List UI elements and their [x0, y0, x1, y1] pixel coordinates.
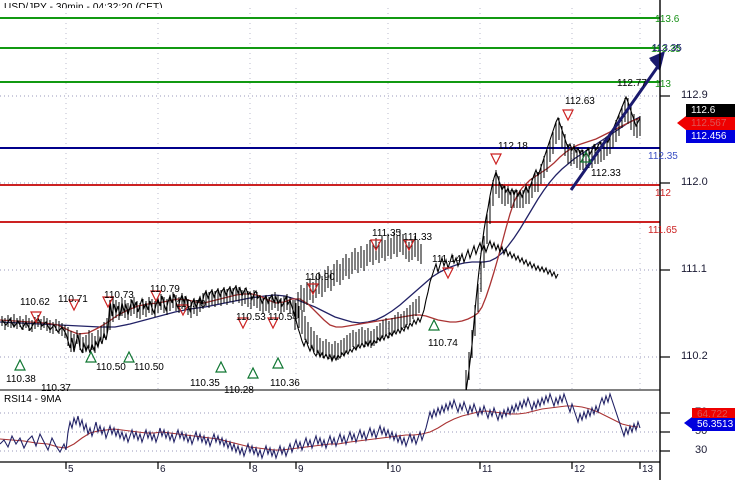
plot-background — [0, 8, 660, 462]
rsi-line — [0, 392, 641, 460]
pivot-label: 111.35 — [372, 228, 402, 239]
trough-marker — [580, 150, 592, 163]
x-tick-label: 5 — [68, 464, 74, 475]
pivot-label: 111.33 — [403, 232, 433, 243]
level-label-111-65: 111.65 — [648, 225, 678, 236]
pivot-label: 110.54 — [268, 312, 298, 323]
x-tick-label: 12 — [574, 464, 586, 475]
peak-marker — [102, 296, 114, 309]
rsi-current-box: 56.3513 — [692, 418, 735, 431]
trough-marker — [272, 356, 284, 369]
date-axis-ticks — [65, 462, 641, 469]
peak-marker — [150, 290, 162, 303]
ma-slow-line — [0, 116, 641, 328]
trough-marker — [14, 358, 26, 371]
y-tick-label: 111.1 — [681, 263, 707, 275]
trough-markers — [14, 150, 592, 379]
trough-marker — [428, 318, 440, 331]
level-label-113-6: 113.6 — [655, 14, 680, 25]
rsi-current-arrow — [684, 417, 692, 429]
axis-ticks — [660, 95, 670, 452]
pivot-label: 110.90 — [305, 272, 335, 283]
level-label-112: 112 — [655, 188, 671, 199]
pivot-label: 110.71 — [58, 294, 88, 305]
pivot-label: 110.36 — [270, 378, 300, 389]
x-tick-label: 13 — [642, 464, 654, 475]
rsi-pane-title: RSI14 - 9MA — [4, 394, 62, 405]
trough-marker — [85, 350, 97, 363]
date-gridlines — [65, 8, 641, 390]
pivot-label: 110.50 — [134, 362, 164, 373]
pivot-label: 112.77 — [617, 78, 647, 89]
peak-marker — [30, 311, 42, 324]
ask-price-box: 112.567 — [686, 117, 735, 130]
pivot-label: 112.18 — [498, 141, 528, 152]
peak-marker — [370, 239, 382, 252]
pivot-label: 110.74 — [428, 338, 458, 349]
peak-markers — [30, 109, 574, 330]
pivot-label: 112.33 — [591, 168, 621, 179]
y-tick-label: 112.0 — [681, 176, 708, 188]
x-tick-label: 6 — [160, 464, 166, 475]
peak-marker — [307, 283, 319, 296]
y-tick-label: 110.2 — [681, 350, 708, 362]
pivot-label: 111.14 — [432, 254, 462, 265]
peak-marker — [403, 239, 415, 252]
x-tick-label: 11 — [482, 464, 493, 475]
pivot-label: 110.70 — [176, 299, 206, 310]
pivot-label: 110.73 — [104, 290, 134, 301]
pivot-label: 110.38 — [6, 374, 36, 385]
pivot-label: 110.53 — [236, 312, 266, 323]
x-tick-label: 10 — [390, 464, 402, 475]
pivot-label: 110.37 — [41, 383, 71, 394]
target-label: 113.35 — [652, 43, 682, 54]
pivot-label: 112.63 — [565, 96, 595, 107]
pivot-label: 110.35 — [190, 378, 220, 389]
ask-price-arrow — [677, 116, 686, 130]
pivot-label: 110.62 — [20, 297, 50, 308]
rsi-tick-label: 30 — [695, 444, 708, 456]
bid-price-box: 112.456 — [686, 130, 735, 143]
level-label-113: 113 — [655, 79, 671, 90]
pivot-label: 110.79 — [150, 284, 180, 295]
trough-marker — [247, 366, 259, 379]
peak-marker — [442, 267, 454, 280]
peak-marker — [490, 153, 502, 166]
trough-marker — [123, 350, 135, 363]
x-tick-label: 9 — [298, 464, 304, 475]
rsi-upper-box: 64.722 — [692, 408, 735, 421]
x-tick-label: 8 — [252, 464, 258, 475]
peak-marker — [68, 299, 80, 312]
peak-marker — [562, 109, 574, 122]
peak-marker — [177, 304, 189, 317]
pivot-label: 110.28 — [224, 385, 254, 396]
price-line — [1, 239, 559, 363]
last-price-box: 112.6 — [686, 104, 735, 117]
trough-marker — [215, 360, 227, 373]
level-label-113-35: 113.35 — [651, 44, 681, 55]
rsi-ma-line — [0, 405, 639, 451]
level-label-112-35: 112.35 — [648, 151, 678, 162]
pivot-label: 110.50 — [96, 362, 126, 373]
chart-title: USD/JPY - 30min - 04:32:20 (CET) — [4, 2, 163, 13]
peak-marker — [237, 317, 249, 330]
peak-marker — [267, 317, 279, 330]
level-lines — [0, 17, 660, 223]
y-tick-label: 112.9 — [681, 89, 708, 101]
